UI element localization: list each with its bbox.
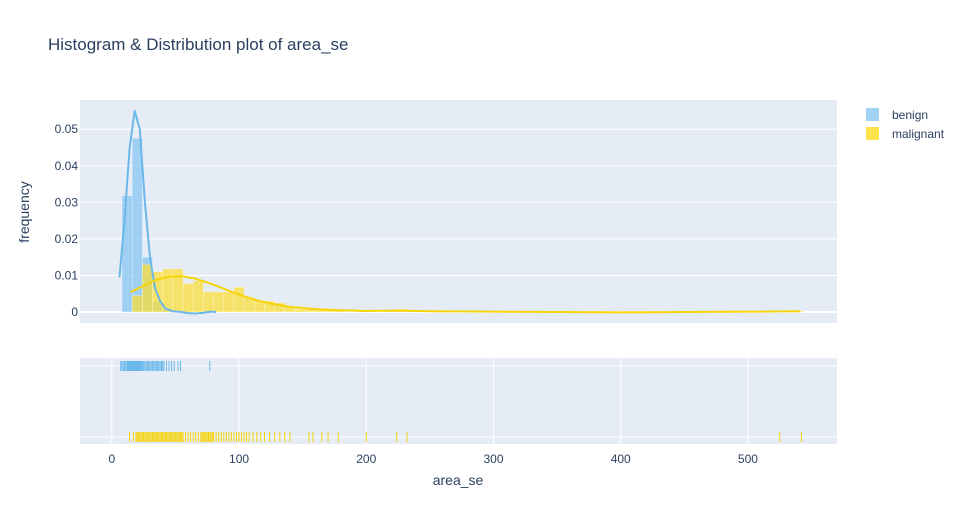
y-tick-label: 0.02 (55, 232, 79, 246)
chart-title: Histogram & Distribution plot of area_se (48, 35, 348, 54)
legend-swatch-benign (866, 108, 879, 121)
histogram-bar-malignant (182, 283, 194, 313)
y-tick-label: 0.03 (55, 195, 79, 209)
x-tick-label: 300 (483, 452, 503, 466)
x-axis-title: area_se (433, 472, 484, 488)
y-tick-label: 0.04 (55, 159, 79, 173)
histogram-bar-malignant (142, 264, 153, 313)
histogram-bar-malignant (213, 291, 224, 313)
legend-item-malignant[interactable]: malignant (866, 127, 945, 141)
x-tick-labels: 0 100 200 300 400 500 (108, 452, 758, 466)
histogram-bar-malignant (223, 291, 235, 313)
x-tick-label: 100 (229, 452, 249, 466)
legend-label-malignant: malignant (892, 127, 945, 141)
main-plot-area (80, 100, 837, 323)
rug-marks (120, 361, 802, 442)
y-tick-label: 0.05 (55, 122, 79, 136)
histogram-bar-malignant (131, 295, 143, 313)
x-tick-label: 400 (611, 452, 631, 466)
histogram-bar-malignant (294, 308, 306, 313)
histogram-bar-malignant (203, 291, 214, 313)
y-tick-label: 0 (71, 305, 78, 319)
rug-plot-area (80, 358, 837, 444)
kde-curve-malignant (130, 275, 801, 314)
y-axis-title: frequency (16, 181, 32, 242)
x-tick-label: 200 (356, 452, 376, 466)
legend-swatch-malignant (866, 127, 879, 140)
y-tick-label: 0.01 (55, 268, 79, 282)
legend-item-benign[interactable]: benign (866, 108, 928, 122)
histogram-bar-malignant (193, 280, 204, 313)
histogram-bar-benign (121, 195, 133, 313)
x-tick-label: 0 (108, 452, 115, 466)
x-tick-label: 500 (738, 452, 758, 466)
histogram-bar-malignant (233, 286, 245, 313)
kde-curve-benign (118, 109, 217, 315)
kde-curves (118, 109, 801, 315)
legend[interactable]: benign malignant (866, 108, 945, 141)
y-tick-labels: 0 0.01 0.02 0.03 0.04 0.05 (55, 122, 79, 319)
legend-label-benign: benign (892, 108, 928, 122)
